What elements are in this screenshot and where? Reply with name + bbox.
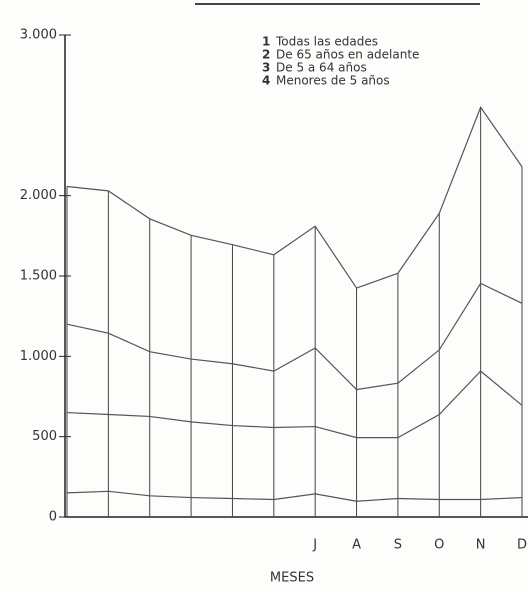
y-tick-label: 500 <box>32 429 57 444</box>
series-line <box>66 370 523 439</box>
x-tick-label: N <box>476 538 486 553</box>
series-line <box>66 282 523 391</box>
y-tick-label: 1.500 <box>20 269 57 284</box>
y-tick-label: 1.000 <box>20 349 57 364</box>
legend-label: De 65 años en adelante <box>276 48 419 62</box>
y-tick-label: 3.000 <box>20 28 57 43</box>
x-tick-label: O <box>434 538 444 553</box>
y-tick-label: 2.000 <box>20 188 57 203</box>
x-tick-label: A <box>352 538 361 553</box>
series-line <box>66 490 523 502</box>
legend-key: 4 <box>262 74 270 88</box>
x-tick-label: S <box>394 538 402 553</box>
legend-label: De 5 a 64 años <box>276 61 367 75</box>
legend-key: 3 <box>262 61 270 75</box>
y-tick-label: 0 <box>49 510 57 525</box>
x-tick-label: J <box>312 538 317 553</box>
legend-key: 2 <box>262 48 270 62</box>
x-axis-label: MESES <box>270 571 314 586</box>
x-tick-label: D <box>517 538 527 553</box>
series-line <box>66 106 523 289</box>
legend-label: Menores de 5 años <box>276 74 390 88</box>
legend-label: Todas las edades <box>275 35 378 49</box>
legend-key: 1 <box>262 35 270 49</box>
